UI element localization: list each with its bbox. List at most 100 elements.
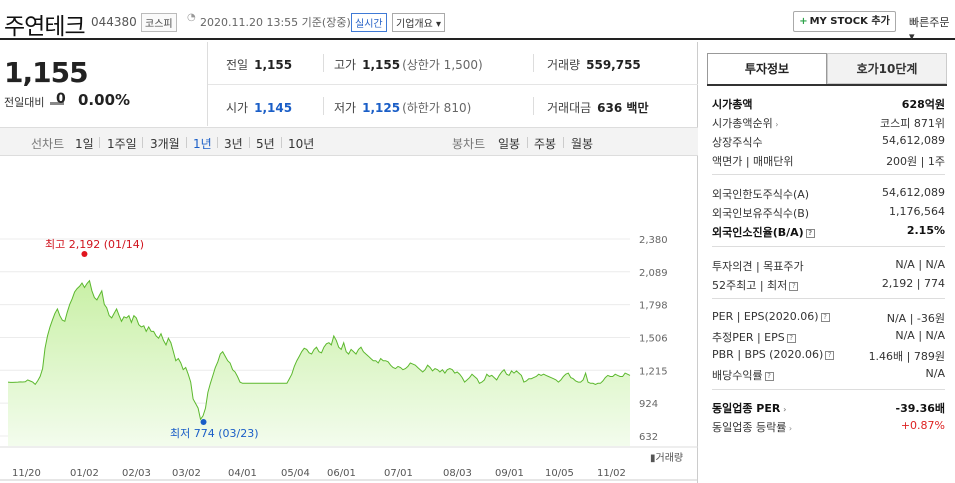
price-chart[interactable]: 2,380 2,089 1,798 1,506 1,215 924 632 최고 2,192 … bbox=[0, 157, 698, 483]
info-row: 시가총액 628억원 bbox=[712, 94, 945, 113]
tab-orderbook-10[interactable]: 호가10단계 bbox=[827, 53, 947, 84]
info-row-value: 1,176,564 bbox=[889, 205, 945, 218]
y-tick-label: 1,506 bbox=[639, 334, 668, 345]
tab-investment-info[interactable]: 투자정보 bbox=[707, 53, 827, 84]
info-row-label: 배당수익률? bbox=[712, 367, 774, 383]
candle-daily[interactable]: 일봉 bbox=[498, 137, 521, 151]
price-chart-panel: 1,155 전일대비 0 0.00% 전일 1,155 고가 1,155 (상한가 1… bbox=[0, 42, 698, 483]
y-tick-label: 1,215 bbox=[639, 366, 668, 377]
info-row-label: 상장주식수 bbox=[712, 134, 763, 150]
period-divider bbox=[249, 137, 250, 148]
stat-amount: 거래대금 636 백만 bbox=[547, 99, 648, 116]
period-1d[interactable]: 1일 bbox=[75, 137, 94, 151]
x-tick-label: 11/20 bbox=[12, 468, 41, 479]
info-row-label: PER | EPS(2020.06)? bbox=[712, 310, 830, 323]
x-tick-label: 06/01 bbox=[327, 468, 356, 479]
stat-volume: 거래량 559,755 bbox=[547, 56, 641, 73]
change-label-text: 전일대비 bbox=[4, 96, 45, 109]
help-icon[interactable]: ? bbox=[825, 350, 835, 360]
info-row-label: 시가총액순위 › bbox=[712, 115, 778, 131]
y-tick-label: 1,798 bbox=[639, 301, 668, 312]
period-3y[interactable]: 3년 bbox=[224, 137, 243, 151]
info-row-label-text: 상장주식수 bbox=[712, 136, 763, 149]
stat-low-sub: (하한가 810) bbox=[402, 101, 472, 115]
period-1w[interactable]: 1주일 bbox=[107, 137, 137, 151]
quick-order-button[interactable]: 빠른주문 ▾ bbox=[909, 16, 950, 43]
volume-legend: ▮거래량 bbox=[650, 452, 683, 464]
info-row: 액면가 | 매매단위 200원 | 1주 bbox=[712, 151, 945, 170]
info-row-value: 54,612,089 bbox=[882, 186, 945, 199]
x-tick-label: 11/02 bbox=[597, 468, 626, 479]
period-bar: 선차트 1일 1주일 3개월 1년 3년 5년 10년 봉차트 일봉 주봉 월봉 bbox=[0, 127, 698, 156]
info-row-label: PBR | BPS (2020.06)? bbox=[712, 348, 835, 361]
chevron-right-icon[interactable]: › bbox=[786, 424, 793, 433]
period-divider bbox=[217, 137, 218, 148]
change-label: 전일대비 bbox=[4, 94, 64, 110]
stat-divider bbox=[323, 97, 324, 115]
candle-weekly[interactable]: 주봉 bbox=[534, 137, 557, 151]
info-row: 상장주식수 54,612,089 bbox=[712, 132, 945, 151]
info-row: 시가총액순위 › 코스피 871위 bbox=[712, 113, 945, 132]
low-marker bbox=[200, 419, 207, 425]
info-row-label-text: 외국인소진율(B/A) bbox=[712, 226, 804, 239]
stat-high-sub: (상한가 1,500) bbox=[402, 58, 483, 72]
flat-icon bbox=[49, 101, 64, 105]
info-row-value: N/A | N/A bbox=[895, 258, 945, 271]
stat-high-value: 1,155 bbox=[362, 58, 401, 72]
period-3m[interactable]: 3개월 bbox=[150, 137, 180, 151]
stat-open-value: 1,145 bbox=[254, 101, 293, 115]
clock-icon: ◔ bbox=[187, 12, 196, 23]
stock-name: 주연테크 bbox=[4, 14, 86, 40]
x-tick-label: 08/03 bbox=[443, 468, 472, 479]
realtime-badge[interactable]: 실시간 bbox=[351, 13, 387, 32]
stat-open: 시가 1,145 bbox=[226, 99, 292, 116]
info-row-value: 2.15% bbox=[906, 224, 945, 237]
high-marker bbox=[81, 251, 88, 257]
x-tick-label: 02/03 bbox=[122, 468, 151, 479]
help-icon[interactable]: ? bbox=[820, 312, 830, 322]
change-percent: 0.00% bbox=[78, 91, 131, 109]
period-1y[interactable]: 1년 bbox=[193, 137, 212, 151]
stat-amount-label: 거래대금 bbox=[547, 101, 592, 115]
stat-high: 고가 1,155 (상한가 1,500) bbox=[334, 56, 483, 73]
stat-high-label: 고가 bbox=[334, 58, 357, 72]
line-chart-label: 선차트 bbox=[31, 137, 65, 151]
info-row-label-text: 투자의견 | 목표주가 bbox=[712, 260, 804, 273]
x-tick-label: 09/01 bbox=[495, 468, 524, 479]
market-badge: 코스피 bbox=[141, 13, 177, 32]
chevron-right-icon[interactable]: › bbox=[780, 405, 787, 414]
period-5y[interactable]: 5년 bbox=[256, 137, 275, 151]
candle-monthly[interactable]: 월봉 bbox=[571, 137, 594, 151]
stat-amount-value: 636 백만 bbox=[597, 101, 649, 115]
chevron-right-icon[interactable]: › bbox=[772, 120, 779, 129]
info-row: 동일업종 등락률 › +0.87% bbox=[712, 417, 945, 436]
info-row-value: 1.46배 | 789원 bbox=[868, 350, 945, 363]
period-10y[interactable]: 10년 bbox=[288, 137, 315, 151]
info-divider bbox=[712, 389, 945, 390]
company-overview-button[interactable]: 기업개요 ▾ bbox=[392, 13, 445, 32]
info-group-sector: 동일업종 PER › -39.36배 동일업종 등락률 › +0.87% bbox=[712, 398, 945, 436]
stat-low-value: 1,125 bbox=[362, 101, 401, 115]
price-line bbox=[7, 279, 631, 421]
stat-open-label: 시가 bbox=[226, 101, 249, 115]
info-row-label-text: 액면가 | 매매단위 bbox=[712, 155, 794, 168]
help-icon[interactable]: ? bbox=[805, 228, 815, 238]
help-icon[interactable]: ? bbox=[764, 371, 774, 381]
info-divider bbox=[712, 298, 945, 299]
investment-info-panel: 투자정보 호가10단계 시가총액 628억원 시가총액순위 › 코스피 871위 상장주… bbox=[707, 53, 954, 483]
info-row: PER | EPS(2020.06)? N/A | -36원 bbox=[712, 308, 945, 327]
y-tick-label: 2,380 bbox=[639, 235, 668, 246]
candle-chart-label: 봉차트 bbox=[452, 137, 486, 151]
info-row-label: 외국인소진율(B/A)? bbox=[712, 224, 815, 240]
change-value: 0 bbox=[56, 91, 66, 107]
date-text: 2020.11.20 13:55 기준(장중) bbox=[200, 16, 351, 29]
help-icon[interactable]: ? bbox=[786, 333, 796, 343]
help-icon[interactable]: ? bbox=[789, 281, 799, 291]
add-mystock-button[interactable]: + MY STOCK 추가 bbox=[793, 11, 896, 32]
period-divider bbox=[527, 137, 528, 148]
stock-header: 주연테크 044380 코스피 ◔ 2020.11.20 13:55 기준(장중… bbox=[0, 0, 955, 43]
info-row-label-text: PBR | BPS (2020.06) bbox=[712, 348, 824, 361]
info-row-label-text: 배당수익률 bbox=[712, 369, 763, 382]
stat-divider bbox=[323, 54, 324, 72]
x-tick-label: 07/01 bbox=[384, 468, 413, 479]
